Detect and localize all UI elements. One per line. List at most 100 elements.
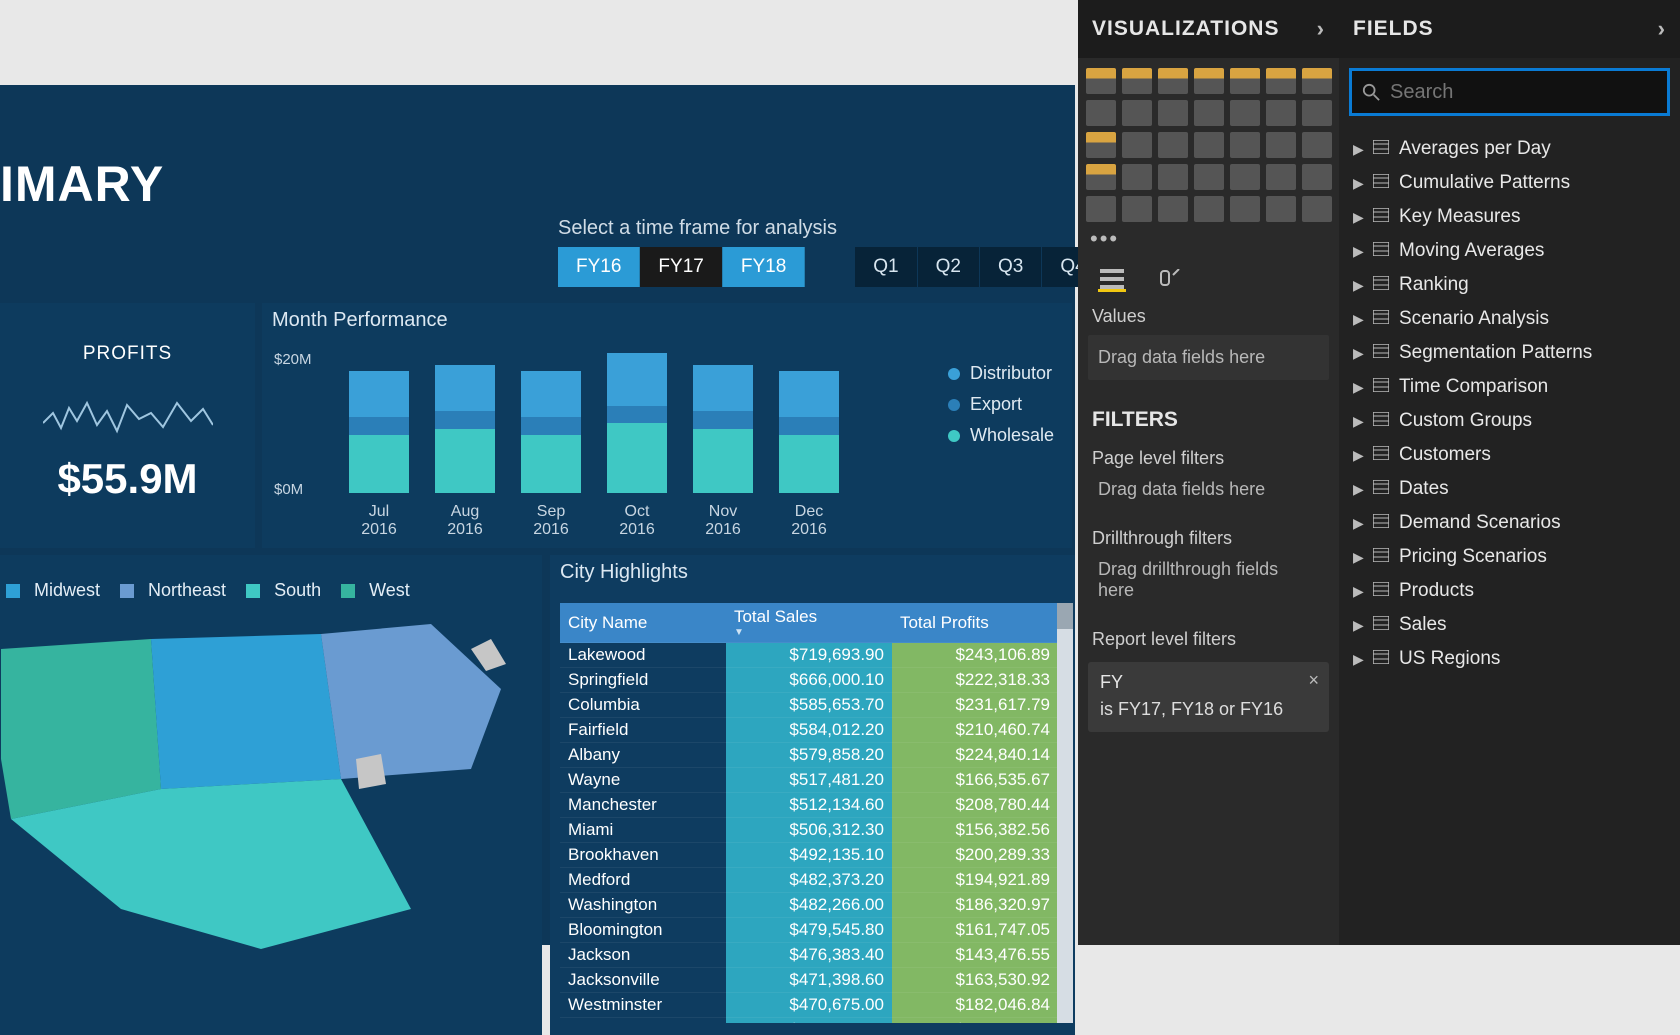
field-table-ranking[interactable]: ▶Ranking: [1345, 268, 1674, 302]
viz-type-icon[interactable]: [1122, 164, 1152, 190]
city-table[interactable]: City NameTotal Sales▼Total Profits Lakew…: [560, 603, 1058, 1023]
table-row[interactable]: Albany$579,858.20$224,840.14: [560, 743, 1058, 768]
visualizations-header[interactable]: VISUALIZATIONS ›: [1078, 0, 1339, 58]
viz-type-icon[interactable]: [1266, 196, 1296, 222]
table-row[interactable]: Bloomington$479,545.80$161,747.05: [560, 918, 1058, 943]
quarter-button-q3[interactable]: Q3: [980, 247, 1042, 287]
table-icon: [1373, 614, 1389, 636]
viz-type-icon[interactable]: [1194, 132, 1224, 158]
col-header[interactable]: City Name: [560, 603, 726, 643]
viz-type-icon[interactable]: [1158, 100, 1188, 126]
col-header[interactable]: Total Profits: [892, 603, 1058, 643]
format-tab[interactable]: [1156, 268, 1184, 292]
viz-type-icon[interactable]: [1158, 132, 1188, 158]
field-table-cumulative-patterns[interactable]: ▶Cumulative Patterns: [1345, 166, 1674, 200]
viz-type-icon[interactable]: [1086, 196, 1116, 222]
field-table-time-comparison[interactable]: ▶Time Comparison: [1345, 370, 1674, 404]
field-table-customers[interactable]: ▶Customers: [1345, 438, 1674, 472]
field-table-products[interactable]: ▶Products: [1345, 574, 1674, 608]
viz-type-icon[interactable]: [1302, 196, 1332, 222]
viz-type-icon[interactable]: [1194, 100, 1224, 126]
viz-type-icon[interactable]: [1086, 132, 1116, 158]
fields-header[interactable]: FIELDS ›: [1339, 0, 1680, 58]
viz-type-icon[interactable]: [1230, 100, 1260, 126]
table-row[interactable]: Wayne$517,481.20$166,535.67: [560, 768, 1058, 793]
table-row[interactable]: Washington$482,266.00$186,320.97: [560, 893, 1058, 918]
field-table-key-measures[interactable]: ▶Key Measures: [1345, 200, 1674, 234]
fields-pane: FIELDS › ▶Averages per Day▶Cumulative Pa…: [1339, 0, 1680, 945]
viz-type-icon[interactable]: [1230, 132, 1260, 158]
field-label: US Regions: [1399, 648, 1500, 670]
table-row[interactable]: Auburn$468,296.50$172,940.60: [560, 1018, 1058, 1024]
viz-type-icon[interactable]: [1266, 68, 1296, 94]
table-row[interactable]: Brookhaven$492,135.10$200,289.33: [560, 843, 1058, 868]
drillthrough-dropzone[interactable]: Drag drillthrough fields here: [1088, 553, 1329, 607]
viz-type-icon[interactable]: [1194, 196, 1224, 222]
viz-type-icon[interactable]: [1158, 164, 1188, 190]
field-table-moving-averages[interactable]: ▶Moving Averages: [1345, 234, 1674, 268]
viz-type-icon[interactable]: [1086, 68, 1116, 94]
table-row[interactable]: Manchester$512,134.60$208,780.44: [560, 793, 1058, 818]
field-table-scenario-analysis[interactable]: ▶Scenario Analysis: [1345, 302, 1674, 336]
viz-type-icon[interactable]: [1302, 100, 1332, 126]
viz-type-icon[interactable]: [1194, 164, 1224, 190]
legend-item[interactable]: Wholesale: [948, 425, 1054, 446]
fy-button-fy17[interactable]: FY17: [640, 247, 722, 287]
xlabel: Nov 2016: [693, 503, 753, 539]
viz-type-icon[interactable]: [1194, 68, 1224, 94]
viz-type-icon[interactable]: [1302, 68, 1332, 94]
field-table-custom-groups[interactable]: ▶Custom Groups: [1345, 404, 1674, 438]
field-table-averages-per-day[interactable]: ▶Averages per Day: [1345, 132, 1674, 166]
table-row[interactable]: Columbia$585,653.70$231,617.79: [560, 693, 1058, 718]
viz-type-icon[interactable]: [1122, 132, 1152, 158]
table-row[interactable]: Lakewood$719,693.90$243,106.89: [560, 643, 1058, 668]
viz-type-icon[interactable]: [1122, 196, 1152, 222]
field-table-dates[interactable]: ▶Dates: [1345, 472, 1674, 506]
viz-type-icon[interactable]: [1266, 164, 1296, 190]
field-table-sales[interactable]: ▶Sales: [1345, 608, 1674, 642]
remove-filter-icon[interactable]: ×: [1308, 670, 1319, 691]
table-row[interactable]: Miami$506,312.30$156,382.56: [560, 818, 1058, 843]
viz-type-icon[interactable]: [1266, 100, 1296, 126]
fields-search[interactable]: [1349, 68, 1670, 116]
field-label: Demand Scenarios: [1399, 512, 1561, 534]
viz-type-icon[interactable]: [1158, 68, 1188, 94]
more-visuals-icon[interactable]: •••: [1078, 222, 1339, 256]
search-input[interactable]: [1390, 81, 1657, 104]
col-header[interactable]: Total Sales▼: [726, 603, 892, 643]
filter-chip-fy[interactable]: × FY is FY17, FY18 or FY16: [1088, 662, 1329, 732]
field-table-segmentation-patterns[interactable]: ▶Segmentation Patterns: [1345, 336, 1674, 370]
fy-button-fy16[interactable]: FY16: [558, 247, 640, 287]
viz-type-icon[interactable]: [1230, 164, 1260, 190]
quarter-button-q2[interactable]: Q2: [918, 247, 980, 287]
viz-type-icon[interactable]: [1086, 164, 1116, 190]
viz-type-icon[interactable]: [1302, 164, 1332, 190]
viz-type-icon[interactable]: [1122, 68, 1152, 94]
viz-type-icon[interactable]: [1122, 100, 1152, 126]
quarter-button-q1[interactable]: Q1: [855, 247, 917, 287]
fields-tab[interactable]: [1098, 268, 1126, 292]
field-table-pricing-scenarios[interactable]: ▶Pricing Scenarios: [1345, 540, 1674, 574]
us-map[interactable]: [0, 609, 542, 979]
table-row[interactable]: Westminster$470,675.00$182,046.84: [560, 993, 1058, 1018]
viz-type-icon[interactable]: [1230, 196, 1260, 222]
legend-item[interactable]: Export: [948, 394, 1054, 415]
legend-item[interactable]: Distributor: [948, 363, 1054, 384]
field-table-us-regions[interactable]: ▶US Regions: [1345, 642, 1674, 676]
viz-type-icon[interactable]: [1086, 100, 1116, 126]
viz-type-icon[interactable]: [1158, 196, 1188, 222]
table-row[interactable]: Springfield$666,000.10$222,318.33: [560, 668, 1058, 693]
field-table-demand-scenarios[interactable]: ▶Demand Scenarios: [1345, 506, 1674, 540]
viz-type-icon[interactable]: [1230, 68, 1260, 94]
table-row[interactable]: Fairfield$584,012.20$210,460.74: [560, 718, 1058, 743]
fy-button-fy18[interactable]: FY18: [723, 247, 805, 287]
viz-type-icon[interactable]: [1266, 132, 1296, 158]
table-row[interactable]: Jacksonville$471,398.60$163,530.92: [560, 968, 1058, 993]
values-dropzone[interactable]: Drag data fields here: [1088, 335, 1329, 380]
page-filters-dropzone[interactable]: Drag data fields here: [1088, 473, 1329, 506]
table-row[interactable]: Jackson$476,383.40$143,476.55: [560, 943, 1058, 968]
table-scrollbar[interactable]: [1057, 603, 1073, 1023]
table-row[interactable]: Medford$482,373.20$194,921.89: [560, 868, 1058, 893]
viz-type-icon[interactable]: [1302, 132, 1332, 158]
fields-list: ▶Averages per Day▶Cumulative Patterns▶Ke…: [1339, 130, 1680, 678]
